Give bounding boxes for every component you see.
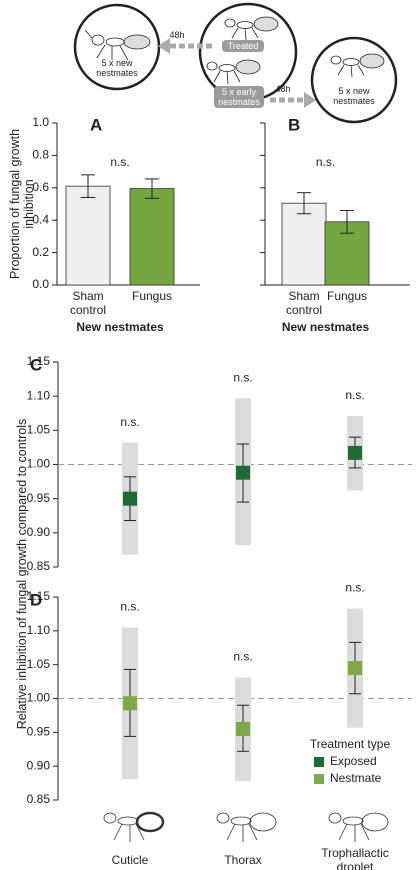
- annotation: n.s.: [345, 388, 364, 402]
- annotation: n.s.: [315, 155, 336, 169]
- ant: [84, 29, 151, 61]
- error-bar: [297, 192, 311, 215]
- ant: [330, 53, 385, 78]
- annotation: n.s.: [345, 581, 364, 595]
- diagram: [73, 2, 398, 124]
- point: [348, 661, 362, 676]
- arrow-head: [158, 38, 170, 54]
- x-tick-label: Fungus: [131, 289, 173, 303]
- point: [123, 696, 137, 711]
- x-tick-label: Thorax: [224, 853, 262, 867]
- point: [236, 721, 250, 736]
- y-tick-label: 0.95: [27, 491, 51, 505]
- panel-letter: A: [90, 115, 102, 134]
- bar: [65, 185, 111, 286]
- y-tick-label: 0.4: [32, 212, 49, 226]
- annotation: n.s.: [233, 370, 252, 384]
- arrow-label: 48h: [169, 30, 185, 40]
- annotation: n.s.: [120, 600, 139, 614]
- legend-swatch: [314, 774, 324, 784]
- y-tick-label: 0.90: [27, 525, 51, 539]
- y-tick-label: 1.05: [27, 657, 51, 671]
- point: [236, 465, 250, 480]
- circle: [73, 3, 161, 91]
- y-tick-label: 1.00: [27, 457, 51, 471]
- y-tick-label: 1.10: [27, 388, 51, 402]
- x-tick-label: Cuticle: [111, 853, 149, 867]
- annotation: n.s.: [233, 650, 252, 664]
- circle: [310, 36, 398, 124]
- annotation: n.s.: [110, 155, 130, 169]
- y-tick-label: 1.00: [27, 691, 51, 705]
- y-axis-label: Relative inhibition of fungal growth com…: [15, 418, 29, 730]
- treated-label: Treated: [222, 40, 264, 52]
- y-tick-label: 0.95: [27, 725, 51, 739]
- early-label: 5 x early nestmates: [214, 86, 264, 108]
- arrow-head: [304, 92, 316, 108]
- y-axis-label: Proportion of fungal growth inhibition: [8, 128, 36, 280]
- error-bar: [145, 178, 159, 199]
- ant: [206, 16, 279, 85]
- arrow-label: 48h: [275, 84, 291, 94]
- x-axis-label: New nestmates: [76, 320, 164, 334]
- legend-label: Nestmate: [330, 771, 382, 785]
- icon: [216, 812, 277, 842]
- legend-title: Treatment type: [309, 737, 391, 751]
- x-tick-label: Sham control: [69, 289, 107, 317]
- legend-swatch: [314, 757, 324, 767]
- y-tick-label: 0.85: [27, 792, 51, 806]
- x-tick-label: Fungus: [326, 289, 368, 303]
- x-tick-label: Sham control: [285, 289, 323, 317]
- icon: [103, 811, 165, 842]
- y-tick-label: 1.10: [27, 623, 51, 637]
- x-axis-label: New nestmates: [281, 320, 370, 334]
- circle-label: 5 x new nestmates: [333, 86, 375, 106]
- bar: [129, 188, 175, 286]
- point: [123, 491, 137, 506]
- y-tick-label: 0.0: [32, 277, 49, 291]
- x-tick-label: Trophallactic droplet: [321, 846, 389, 870]
- y-tick-label: 0.85: [27, 559, 51, 573]
- error-bar: [340, 209, 354, 234]
- y-tick-label: 0.6: [32, 180, 49, 194]
- annotation: n.s.: [120, 415, 139, 429]
- bar: [281, 202, 327, 286]
- icon: [328, 812, 389, 842]
- panel-letter: D: [30, 590, 42, 609]
- y-tick-label: 0.2: [32, 245, 49, 259]
- legend-label: Exposed: [330, 754, 377, 768]
- y-tick-label: 1.05: [27, 423, 51, 437]
- y-tick-label: 1.15: [27, 354, 51, 368]
- error-bar: [81, 174, 95, 199]
- y-tick-label: 1.15: [27, 589, 51, 603]
- y-tick-label: 0.8: [32, 148, 49, 162]
- y-tick-label: 0.90: [27, 758, 51, 772]
- y-tick-label: 1.0: [32, 115, 49, 129]
- circle-label: 5 x new nestmates: [96, 58, 138, 78]
- panel-letter: C: [30, 355, 42, 374]
- point: [348, 445, 362, 460]
- panel-letter: B: [288, 115, 300, 134]
